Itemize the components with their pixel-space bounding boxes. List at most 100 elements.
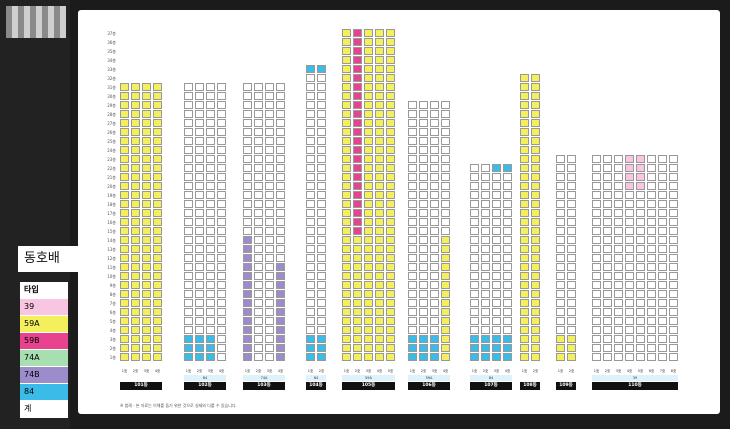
- legend-item: 84: [20, 384, 68, 401]
- unit-cell: [636, 254, 645, 262]
- unit-cell: [120, 191, 129, 199]
- unit-cell: [364, 290, 373, 298]
- unit-cell: [375, 56, 384, 64]
- unit-cell: [131, 209, 140, 217]
- unit-cell: [353, 101, 362, 109]
- unit-cell: [195, 317, 204, 325]
- unit-cell: [531, 128, 540, 136]
- unit-cell: [430, 218, 439, 226]
- unit-cell: [353, 38, 362, 46]
- unit-cell: [636, 200, 645, 208]
- unit-cell: [614, 308, 623, 316]
- unit-cell: [531, 155, 540, 163]
- unit-cell: [481, 326, 490, 334]
- unit-cell: [254, 299, 263, 307]
- unit-cell: [531, 191, 540, 199]
- unit-cell: [492, 227, 501, 235]
- unit-cell: [375, 74, 384, 82]
- unit-cell: [317, 137, 326, 145]
- unit-cell: [636, 218, 645, 226]
- unit-cell: [636, 272, 645, 280]
- unit-cell: [481, 317, 490, 325]
- unit-cell: [184, 164, 193, 172]
- unit-cell: [276, 137, 285, 145]
- unit-cell: [353, 110, 362, 118]
- unit-cell: [276, 101, 285, 109]
- unit-cell: [636, 353, 645, 361]
- unit-cell: [647, 263, 656, 271]
- unit-cell: [636, 317, 645, 325]
- unit-cell: [567, 344, 576, 352]
- floor-label: 25층: [107, 139, 116, 144]
- unit-cell: [419, 146, 428, 154]
- building-type-label: 39: [592, 375, 678, 381]
- thumbnail-image[interactable]: [6, 6, 66, 38]
- unit-cell: [120, 218, 129, 226]
- unit-cell: [254, 326, 263, 334]
- unit-cell: [567, 191, 576, 199]
- unit-cell: [353, 272, 362, 280]
- unit-cell: [375, 182, 384, 190]
- unit-cell: [342, 236, 351, 244]
- unit-cell: [531, 146, 540, 154]
- unit-cell: [636, 182, 645, 190]
- unit-cell: [503, 236, 512, 244]
- unit-cell: [353, 47, 362, 55]
- unit-cell: [470, 227, 479, 235]
- unit-cell: [419, 353, 428, 361]
- unit-cell: [567, 218, 576, 226]
- unit-cell: [243, 200, 252, 208]
- unit-cell: [364, 137, 373, 145]
- unit-cell: [265, 182, 274, 190]
- floor-label: 19층: [107, 193, 116, 198]
- line-label: 4호: [626, 369, 633, 373]
- unit-cell: [408, 281, 417, 289]
- unit-cell: [441, 128, 450, 136]
- unit-cell: [184, 200, 193, 208]
- unit-cell: [614, 236, 623, 244]
- unit-cell: [317, 101, 326, 109]
- unit-cell: [131, 326, 140, 334]
- unit-cell: [184, 335, 193, 343]
- unit-cell: [520, 317, 529, 325]
- unit-cell: [153, 263, 162, 271]
- unit-cell: [206, 326, 215, 334]
- line-label: 1호: [471, 369, 478, 373]
- unit-cell: [408, 317, 417, 325]
- footnote: ※ 범례 · 본 자료는 이해를 돕기 위한 것으로 실제와 다를 수 있습니다…: [120, 403, 237, 408]
- unit-cell: [614, 344, 623, 352]
- unit-cell: [364, 74, 373, 82]
- unit-cell: [430, 290, 439, 298]
- unit-cell: [503, 299, 512, 307]
- unit-cell: [625, 299, 634, 307]
- unit-cell: [120, 182, 129, 190]
- unit-cell: [492, 245, 501, 253]
- unit-cell: [342, 254, 351, 262]
- unit-cell: [441, 281, 450, 289]
- unit-cell: [470, 272, 479, 280]
- unit-cell: [375, 146, 384, 154]
- unit-cell: [531, 209, 540, 217]
- unit-cell: [195, 191, 204, 199]
- unit-cell: [364, 56, 373, 64]
- unit-cell: [603, 254, 612, 262]
- unit-cell: [364, 29, 373, 37]
- unit-cell: [217, 236, 226, 244]
- unit-cell: [636, 209, 645, 217]
- unit-cell: [184, 146, 193, 154]
- line-label: 4호: [442, 369, 449, 373]
- unit-cell: [419, 254, 428, 262]
- unit-cell: [625, 227, 634, 235]
- unit-cell: [206, 182, 215, 190]
- unit-cell: [503, 353, 512, 361]
- unit-cell: [567, 173, 576, 181]
- unit-cell: [184, 317, 193, 325]
- unit-cell: [419, 128, 428, 136]
- unit-cell: [375, 110, 384, 118]
- unit-cell: [647, 200, 656, 208]
- unit-cell: [625, 263, 634, 271]
- unit-cell: [206, 101, 215, 109]
- line-label: 2호: [532, 369, 539, 373]
- unit-cell: [470, 191, 479, 199]
- unit-cell: [614, 254, 623, 262]
